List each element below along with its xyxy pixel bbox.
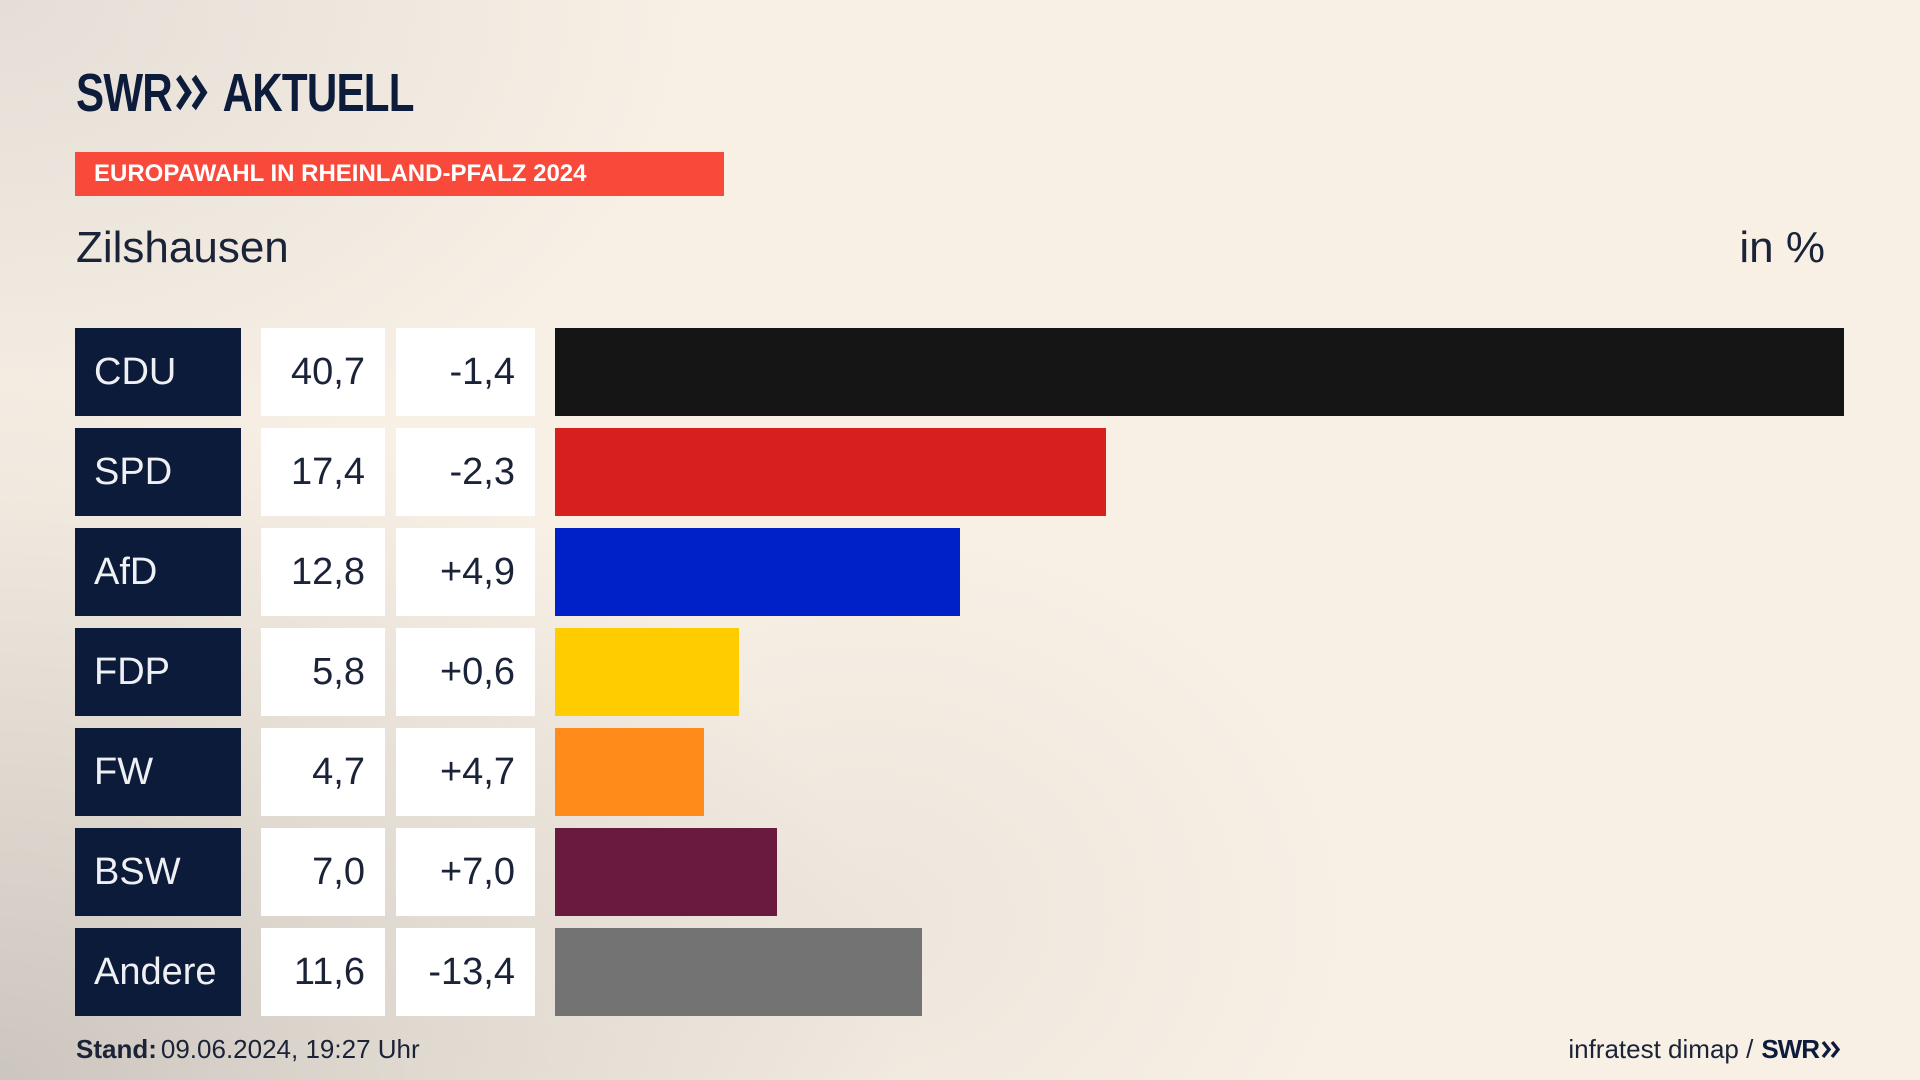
unit-label: in % [1739, 223, 1825, 272]
source-text: infratest dimap / [1568, 1034, 1754, 1064]
swr-aktuell-logo: SWR AKTUELL [76, 66, 414, 120]
source-credit: infratest dimap / SWR [1568, 1034, 1843, 1064]
double-chevron-icon [176, 74, 208, 111]
election-banner: EUROPAWAHL IN RHEINLAND-PFALZ 2024 [75, 152, 724, 196]
party-row-andere: Andere 11,6 -13,4 [0, 928, 1920, 1016]
change-label: +4,7 [396, 728, 535, 816]
change-label: +4,9 [396, 528, 535, 616]
vote-share-label: 4,7 [261, 728, 385, 816]
party-label: SPD [75, 428, 241, 516]
bar-andere [555, 928, 922, 1016]
timestamp: Stand: 09.06.2024, 19:27 Uhr [76, 1034, 420, 1064]
party-row-fw: FW 4,7 +4,7 [0, 728, 1920, 816]
results-chart: CDU 40,7 -1,4 SPD 17,4 -2,3 AfD 12,8 +4,9 FDP 5,8 +… [0, 328, 1920, 1028]
party-row-spd: SPD 17,4 -2,3 [0, 428, 1920, 516]
stand-label: Stand: [76, 1034, 157, 1064]
party-row-cdu: CDU 40,7 -1,4 [0, 328, 1920, 416]
change-label: -1,4 [396, 328, 535, 416]
party-label: CDU [75, 328, 241, 416]
bar-fdp [555, 628, 739, 716]
party-row-bsw: BSW 7,0 +7,0 [0, 828, 1920, 916]
logo-brand: SWR [76, 63, 173, 123]
source-brand: SWR [1761, 1034, 1820, 1064]
bar-bsw [555, 828, 777, 916]
change-label: +0,6 [396, 628, 535, 716]
party-label: AfD [75, 528, 241, 616]
vote-share-label: 7,0 [261, 828, 385, 916]
party-label: FDP [75, 628, 241, 716]
logo-name: AKTUELL [222, 63, 415, 123]
vote-share-label: 40,7 [261, 328, 385, 416]
change-label: -2,3 [396, 428, 535, 516]
vote-share-label: 17,4 [261, 428, 385, 516]
party-label: BSW [75, 828, 241, 916]
change-label: -13,4 [396, 928, 535, 1016]
vote-share-label: 12,8 [261, 528, 385, 616]
bar-fw [555, 728, 704, 816]
bar-afd [555, 528, 960, 616]
stand-value: 09.06.2024, 19:27 Uhr [160, 1034, 420, 1064]
bar-spd [555, 428, 1106, 516]
chart-title: Zilshausen [76, 223, 289, 272]
vote-share-label: 5,8 [261, 628, 385, 716]
vote-share-label: 11,6 [261, 928, 385, 1016]
change-label: +7,0 [396, 828, 535, 916]
bar-cdu [555, 328, 1844, 416]
party-row-afd: AfD 12,8 +4,9 [0, 528, 1920, 616]
party-label: FW [75, 728, 241, 816]
double-chevron-icon [1821, 1040, 1841, 1058]
party-label: Andere [75, 928, 241, 1016]
party-row-fdp: FDP 5,8 +0,6 [0, 628, 1920, 716]
